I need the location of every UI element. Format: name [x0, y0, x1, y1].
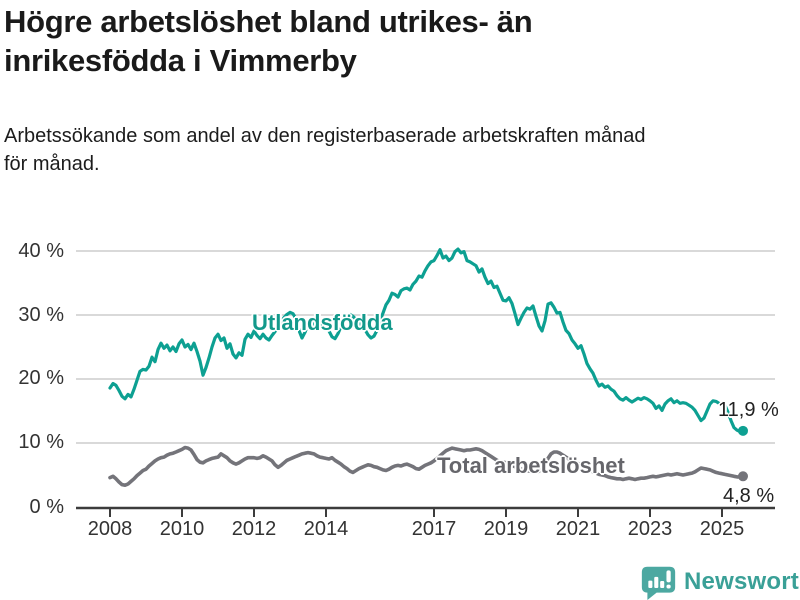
series-line-1	[108, 445, 745, 488]
series-line-0	[108, 247, 745, 434]
series-label-total-arbetsloshet: Total arbetslöshet	[437, 453, 625, 478]
y-axis-label-20: 20 %	[18, 367, 64, 389]
x-axis-label-2023: 2023	[627, 518, 673, 540]
x-axis-label-2021: 2021	[555, 518, 601, 540]
y-axis-label-30: 30 %	[18, 304, 64, 326]
x-axis-label-2008: 2008	[87, 518, 133, 540]
x-axis-label-2017: 2017	[411, 518, 457, 540]
x-axis-label-2012: 2012	[231, 518, 277, 540]
series-end-dot-0	[738, 425, 748, 436]
newsworthy-brand-text[interactable]: Newsworthy	[684, 567, 800, 595]
y-axis-label-10: 10 %	[18, 431, 64, 453]
end-value-label-total: 4,8 %	[723, 485, 775, 507]
x-axis-label-2019: 2019	[483, 518, 529, 540]
x-axis-label-2025: 2025	[699, 518, 745, 540]
y-axis-label-40: 40 %	[18, 240, 64, 262]
chart-title: Högre arbetslöshet bland utrikes- än inr…	[4, 2, 744, 80]
series-label-utlandsfodda: Utlandsfödda	[252, 310, 393, 335]
chart-subtitle: Arbetssökande som andel av den registerb…	[4, 122, 784, 178]
end-value-label-utlandsfodda: 11,9 %	[718, 399, 779, 421]
y-axis-label-0: 0 %	[29, 496, 64, 518]
chart-title-line1: Högre arbetslöshet bland utrikes- än	[4, 4, 533, 39]
series-end-dot-1	[738, 471, 748, 482]
x-axis-label-2014: 2014	[303, 518, 349, 540]
newsworthy-logo[interactable]: Newsworthy	[640, 563, 800, 600]
x-axis-label-2010: 2010	[159, 518, 205, 540]
chart-subtitle-line1: Arbetssökande som andel av den registerb…	[4, 125, 646, 147]
chart-title-line2: inrikesfödda i Vimmerby	[4, 43, 357, 78]
newsworthy-bubble-chart-icon	[641, 566, 676, 600]
chart-subtitle-line2: för månad.	[4, 153, 100, 175]
